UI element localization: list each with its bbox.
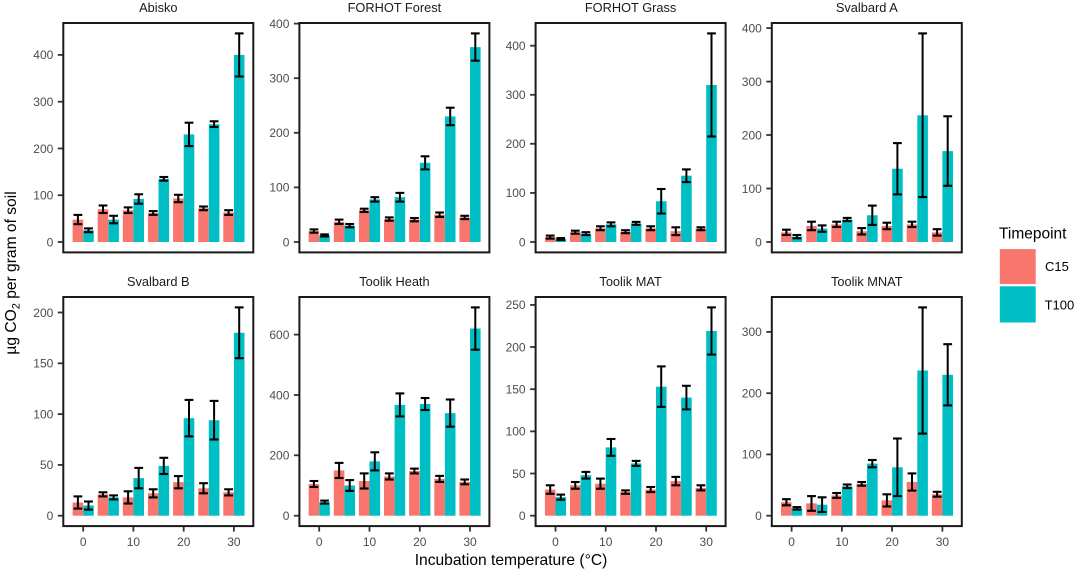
- svg-text:50: 50: [512, 467, 526, 481]
- svg-text:0: 0: [519, 235, 526, 249]
- svg-text:200: 200: [742, 128, 762, 142]
- svg-text:0: 0: [755, 235, 762, 249]
- svg-text:300: 300: [269, 72, 289, 86]
- svg-text:Svalbard A: Svalbard A: [836, 0, 898, 15]
- svg-text:Svalbard B: Svalbard B: [127, 274, 190, 289]
- svg-text:T100: T100: [1045, 298, 1075, 313]
- svg-text:Toolik MAT: Toolik MAT: [599, 274, 662, 289]
- svg-text:30: 30: [936, 535, 950, 549]
- svg-text:30: 30: [227, 535, 241, 549]
- svg-text:400: 400: [269, 17, 289, 31]
- svg-text:0: 0: [519, 509, 526, 523]
- svg-text:100: 100: [742, 448, 762, 462]
- svg-text:10: 10: [127, 535, 141, 549]
- svg-text:FORHOT Grass: FORHOT Grass: [585, 0, 676, 15]
- svg-text:300: 300: [33, 95, 53, 109]
- svg-text:0: 0: [80, 535, 87, 549]
- svg-text:200: 200: [506, 137, 526, 151]
- svg-text:10: 10: [599, 535, 613, 549]
- svg-text:Timepoint: Timepoint: [999, 226, 1067, 243]
- svg-text:10: 10: [363, 535, 377, 549]
- svg-text:200: 200: [742, 387, 762, 401]
- svg-text:0: 0: [755, 509, 762, 523]
- svg-text:Toolik MNAT: Toolik MNAT: [831, 274, 903, 289]
- svg-text:100: 100: [506, 186, 526, 200]
- svg-text:200: 200: [269, 126, 289, 140]
- svg-text:0: 0: [47, 235, 54, 249]
- svg-text:Toolik Heath: Toolik Heath: [359, 274, 429, 289]
- svg-text:100: 100: [33, 189, 53, 203]
- svg-text:300: 300: [742, 75, 762, 89]
- svg-text:100: 100: [269, 181, 289, 195]
- svg-text:20: 20: [177, 535, 191, 549]
- svg-text:20: 20: [649, 535, 663, 549]
- svg-text:300: 300: [742, 325, 762, 339]
- svg-text:0: 0: [552, 535, 559, 549]
- svg-text:400: 400: [742, 21, 762, 35]
- svg-text:100: 100: [506, 425, 526, 439]
- svg-text:Abisko: Abisko: [139, 0, 177, 15]
- svg-text:200: 200: [269, 449, 289, 463]
- svg-text:300: 300: [506, 88, 526, 102]
- svg-text:400: 400: [269, 388, 289, 402]
- svg-text:C15: C15: [1045, 259, 1069, 274]
- svg-text:FORHOT Forest: FORHOT Forest: [348, 0, 442, 15]
- svg-text:100: 100: [742, 182, 762, 196]
- svg-text:200: 200: [506, 340, 526, 354]
- svg-text:0: 0: [283, 235, 290, 249]
- svg-text:0: 0: [283, 509, 290, 523]
- svg-text:10: 10: [835, 535, 849, 549]
- svg-text:600: 600: [269, 328, 289, 342]
- svg-text:30: 30: [463, 535, 477, 549]
- svg-text:200: 200: [33, 306, 53, 320]
- svg-text:20: 20: [413, 535, 427, 549]
- svg-text:50: 50: [40, 458, 54, 472]
- svg-text:250: 250: [506, 298, 526, 312]
- svg-text:µg CO2 per gram of soil: µg CO2 per gram of soil: [3, 191, 22, 354]
- svg-text:20: 20: [885, 535, 899, 549]
- svg-text:0: 0: [316, 535, 323, 549]
- svg-text:0: 0: [788, 535, 795, 549]
- svg-text:400: 400: [506, 39, 526, 53]
- svg-text:150: 150: [33, 357, 53, 371]
- svg-text:0: 0: [47, 509, 54, 523]
- svg-text:30: 30: [700, 535, 714, 549]
- svg-text:100: 100: [33, 407, 53, 421]
- svg-text:Incubation temperature (°C): Incubation temperature (°C): [415, 552, 608, 569]
- svg-text:200: 200: [33, 142, 53, 156]
- svg-text:400: 400: [33, 48, 53, 62]
- svg-text:150: 150: [506, 383, 526, 397]
